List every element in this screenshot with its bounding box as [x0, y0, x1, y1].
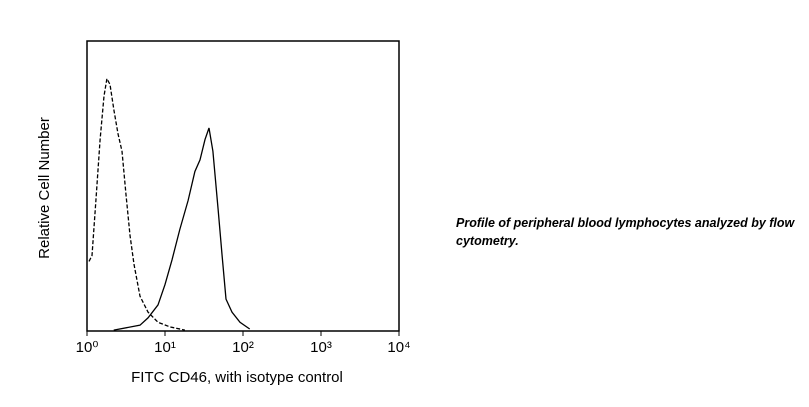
y-axis-label: Relative Cell Number	[36, 117, 53, 259]
x-tick-label: 10¹	[154, 339, 176, 356]
x-tick-label: 10³	[310, 339, 332, 356]
plot-frame	[86, 40, 400, 332]
caption: Profile of peripheral blood lymphocytes …	[456, 216, 795, 248]
x-tick-label: 10⁴	[387, 339, 410, 356]
histogram-line	[113, 127, 251, 331]
x-tick-label: 10⁰	[76, 339, 99, 356]
x-axis-label: FITC CD46, with isotype control	[131, 369, 343, 386]
x-tick-label: 10²	[232, 339, 254, 356]
histogram-line	[88, 76, 186, 331]
